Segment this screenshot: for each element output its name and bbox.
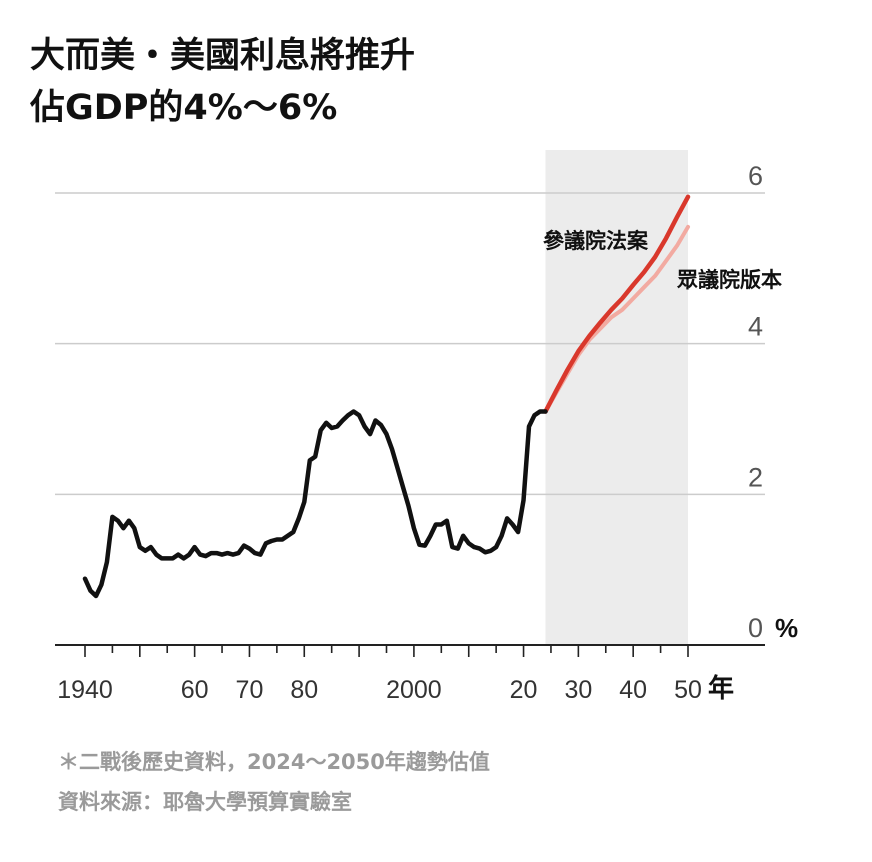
y-tick-label: 4 [748, 312, 763, 342]
footnote-source: 資料來源：耶魯大學預算實驗室 [58, 790, 352, 814]
x-tick-label: 40 [619, 676, 647, 704]
x-tick-label: 60 [181, 676, 209, 704]
chart-title-line1: 大而美・美國利息將推升 [30, 36, 416, 76]
x-tick-label: 80 [290, 676, 318, 704]
gridlines: 0 2 4 6% [55, 161, 798, 646]
x-tick-label: 2000 [386, 676, 442, 704]
x-tick-label: 20 [510, 676, 538, 704]
chart-title: 大而美・美國利息將推升 佔GDP的4%～6% [30, 30, 790, 134]
senate-series-label: 參議院法案 [543, 229, 649, 253]
series-senate-line [543, 194, 691, 414]
footnotes: ＊二戰後歷史資料，2024～2050年趨勢估值 資料來源：耶魯大學預算實驗室 [58, 742, 490, 822]
forecast-band [545, 150, 688, 645]
y-tick-label: 6 [748, 161, 763, 191]
x-tick-label: 70 [236, 676, 264, 704]
footnote-note: ＊二戰後歷史資料，2024～2050年趨勢估值 [58, 750, 490, 774]
x-unit-label: 年 [708, 673, 734, 703]
forecast-band-layer [545, 150, 688, 645]
x-axis: 1940 60 70 80 2000 20 30 40 50 年 [57, 645, 734, 704]
house-series-label: 眾議院版本 [676, 268, 782, 292]
series-historical-line [82, 409, 548, 599]
x-tick-label: 30 [564, 676, 592, 704]
x-tick-label: 50 [674, 676, 702, 704]
series-lines [82, 194, 691, 599]
y-unit-label: % [775, 613, 798, 643]
y-tick-label: 0 [748, 613, 763, 643]
x-tick-label: 1940 [57, 676, 113, 704]
chart-title-line2: 佔GDP的4%～6% [30, 88, 338, 128]
y-tick-label: 2 [748, 462, 763, 492]
